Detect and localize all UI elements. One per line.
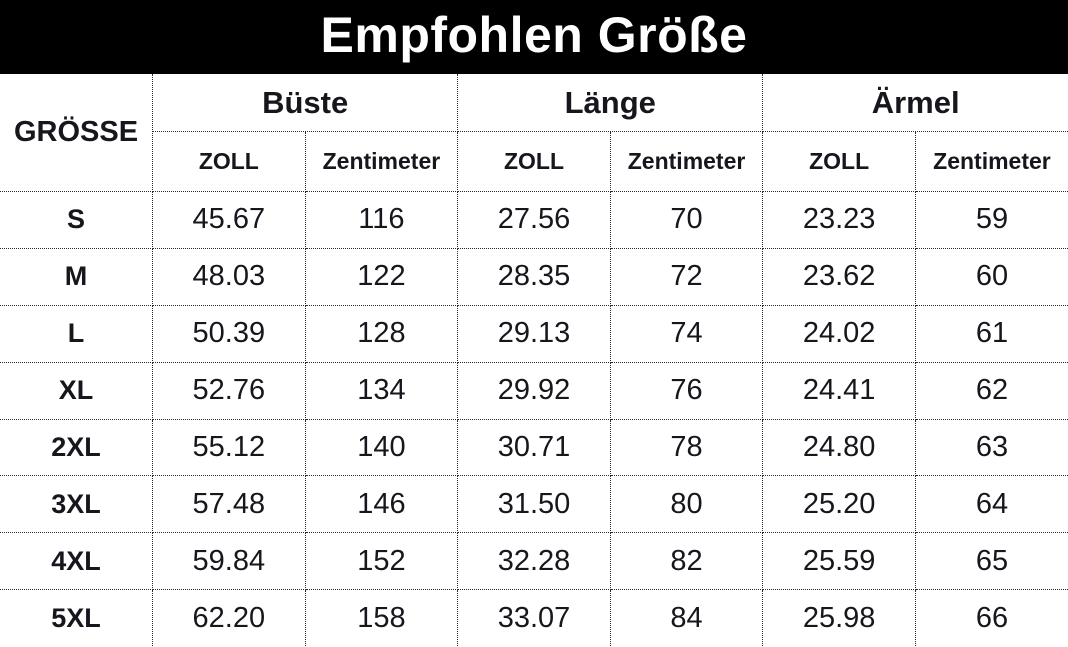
value-cell: 29.92 <box>457 361 611 420</box>
value-cell: 80 <box>609 475 764 534</box>
value-cell: 25.20 <box>762 475 916 534</box>
value-cell: 24.02 <box>762 304 916 363</box>
value-cell: 64 <box>914 475 1068 534</box>
table-row-4xl: 4XL 59.84 152 32.28 82 25.59 65 <box>0 532 1068 591</box>
value-cell: 55.12 <box>152 418 306 477</box>
size-label: XL <box>0 361 154 420</box>
value-cell: 84 <box>609 589 764 647</box>
table-row-xl: XL 52.76 134 29.92 76 24.41 62 <box>0 361 1068 420</box>
sub-header-laenge-zoll: ZOLL <box>457 131 611 192</box>
table-row-s: S 45.67 116 27.56 70 23.23 59 <box>0 191 1068 249</box>
sub-header-bueste-zoll: ZOLL <box>152 131 306 192</box>
value-cell: 122 <box>304 247 459 306</box>
value-cell: 32.28 <box>457 532 611 591</box>
group-header-aermel: Ärmel <box>762 74 1068 132</box>
value-cell: 146 <box>304 475 459 534</box>
title-bar: Empfohlen Größe <box>0 0 1068 74</box>
value-cell: 45.67 <box>152 191 306 249</box>
value-cell: 24.80 <box>762 418 916 477</box>
size-chart-table: GRÖSSE Büste Länge Ärmel ZOLL Zentimeter… <box>0 74 1068 647</box>
value-cell: 72 <box>609 247 764 306</box>
size-label: 4XL <box>0 532 154 591</box>
value-cell: 23.62 <box>762 247 916 306</box>
value-cell: 78 <box>609 418 764 477</box>
size-label: 2XL <box>0 418 154 477</box>
value-cell: 23.23 <box>762 191 916 249</box>
value-cell: 59.84 <box>152 532 306 591</box>
value-cell: 50.39 <box>152 304 306 363</box>
page-title: Empfohlen Größe <box>320 7 748 63</box>
sub-header-aermel-zentimeter: Zentimeter <box>914 131 1068 192</box>
value-cell: 62.20 <box>152 589 306 647</box>
value-cell: 33.07 <box>457 589 611 647</box>
sub-header-row: ZOLL Zentimeter ZOLL Zentimeter ZOLL Zen… <box>0 131 1068 192</box>
value-cell: 25.59 <box>762 532 916 591</box>
value-cell: 134 <box>304 361 459 420</box>
table-row-5xl: 5XL 62.20 158 33.07 84 25.98 66 <box>0 589 1068 647</box>
size-label: 3XL <box>0 475 154 534</box>
value-cell: 60 <box>914 247 1068 306</box>
value-cell: 27.56 <box>457 191 611 249</box>
value-cell: 74 <box>609 304 764 363</box>
value-cell: 116 <box>304 191 459 249</box>
sub-header-aermel-zoll: ZOLL <box>762 131 916 192</box>
value-cell: 128 <box>304 304 459 363</box>
value-cell: 152 <box>304 532 459 591</box>
value-cell: 76 <box>609 361 764 420</box>
group-header-laenge: Länge <box>457 74 764 132</box>
table-row-2xl: 2XL 55.12 140 30.71 78 24.80 63 <box>0 418 1068 477</box>
value-cell: 70 <box>609 191 764 249</box>
table-row-l: L 50.39 128 29.13 74 24.02 61 <box>0 304 1068 363</box>
value-cell: 158 <box>304 589 459 647</box>
value-cell: 61 <box>914 304 1068 363</box>
value-cell: 57.48 <box>152 475 306 534</box>
group-header-bueste: Büste <box>152 74 459 132</box>
corner-header-groesse: GRÖSSE <box>0 74 154 192</box>
table-row-m: M 48.03 122 28.35 72 23.62 60 <box>0 247 1068 306</box>
value-cell: 62 <box>914 361 1068 420</box>
value-cell: 59 <box>914 191 1068 249</box>
value-cell: 52.76 <box>152 361 306 420</box>
value-cell: 66 <box>914 589 1068 647</box>
value-cell: 28.35 <box>457 247 611 306</box>
size-label: 5XL <box>0 589 154 647</box>
value-cell: 29.13 <box>457 304 611 363</box>
sub-header-laenge-zentimeter: Zentimeter <box>609 131 764 192</box>
value-cell: 82 <box>609 532 764 591</box>
group-header-row: GRÖSSE Büste Länge Ärmel <box>0 74 1068 192</box>
value-cell: 48.03 <box>152 247 306 306</box>
value-cell: 31.50 <box>457 475 611 534</box>
size-label: L <box>0 304 154 363</box>
value-cell: 30.71 <box>457 418 611 477</box>
sub-header-bueste-zentimeter: Zentimeter <box>304 131 459 192</box>
size-label: M <box>0 247 154 306</box>
table-row-3xl: 3XL 57.48 146 31.50 80 25.20 64 <box>0 475 1068 534</box>
value-cell: 65 <box>914 532 1068 591</box>
value-cell: 24.41 <box>762 361 916 420</box>
value-cell: 25.98 <box>762 589 916 647</box>
size-label: S <box>0 191 154 249</box>
value-cell: 63 <box>914 418 1068 477</box>
value-cell: 140 <box>304 418 459 477</box>
